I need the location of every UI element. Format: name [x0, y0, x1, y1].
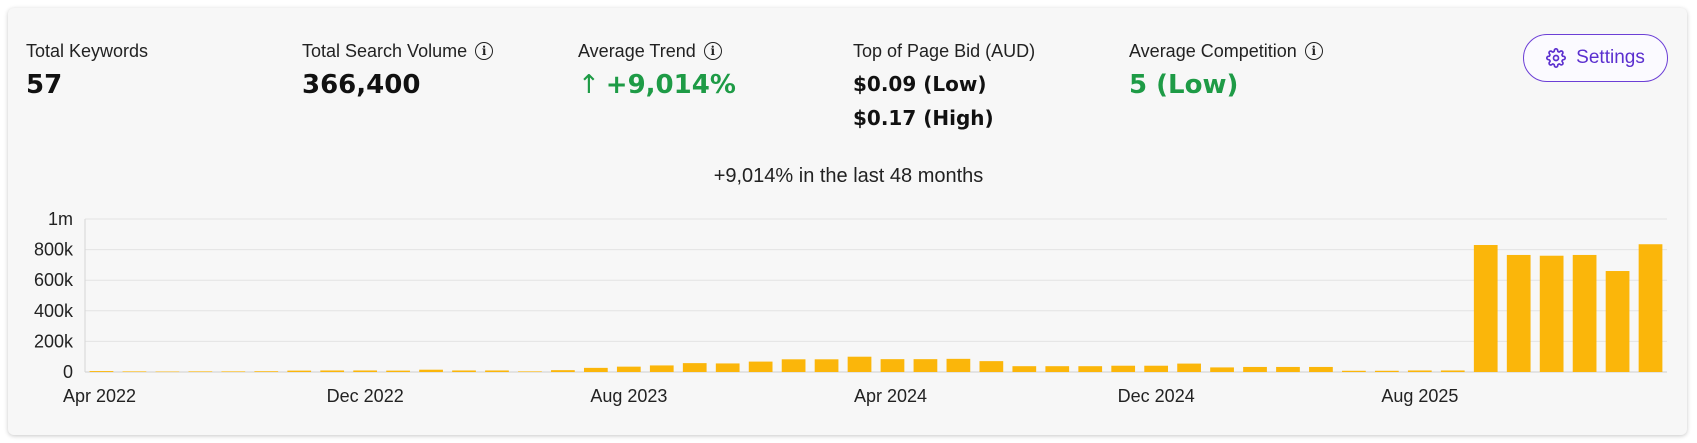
bar	[1111, 365, 1136, 372]
y-tick-label: 800k	[34, 240, 74, 260]
metric-top-of-page-bid: Top of Page Bid (AUD) $0.09 (Low) $0.17 …	[853, 40, 1035, 130]
bar	[748, 361, 773, 372]
bar	[551, 370, 575, 372]
y-tick-label: 0	[63, 362, 73, 382]
bar	[616, 366, 641, 372]
bar	[1473, 245, 1498, 372]
metric-label: Total Keywords	[26, 41, 149, 61]
bar	[1407, 370, 1432, 372]
bar	[1078, 366, 1103, 372]
bar	[1572, 254, 1597, 372]
y-tick-label: 400k	[34, 301, 74, 321]
x-tick-label: Aug 2023	[590, 386, 667, 406]
bar	[946, 358, 971, 372]
bar	[452, 370, 476, 372]
bar	[715, 363, 740, 372]
bar	[485, 370, 509, 372]
info-icon[interactable]: i	[475, 42, 494, 60]
settings-button[interactable]: Settings	[1523, 34, 1668, 82]
bar	[188, 371, 213, 372]
info-icon[interactable]: i	[703, 42, 722, 60]
y-tick-label: 1m	[48, 209, 73, 229]
bar	[1309, 366, 1333, 372]
bar	[583, 367, 608, 372]
bar	[386, 370, 410, 372]
bar	[1243, 366, 1267, 372]
bar	[221, 371, 246, 372]
bid-high-value: $0.17 (High)	[853, 106, 994, 130]
bar	[880, 359, 905, 372]
bar	[1440, 370, 1465, 372]
x-tick-label: Aug 2025	[1381, 386, 1458, 406]
bar	[287, 370, 312, 372]
y-tick-label: 200k	[34, 331, 74, 351]
bar	[1506, 254, 1531, 372]
bar	[1539, 255, 1564, 372]
bar	[649, 365, 674, 372]
metric-value: 366,400	[302, 70, 421, 100]
gear-icon	[1546, 48, 1567, 68]
bar	[913, 359, 938, 372]
bar	[781, 359, 806, 372]
metric-total-search-volume: Total Search Volume i 366,400	[302, 40, 494, 100]
metric-value: +9,014%	[605, 70, 736, 100]
bar	[155, 371, 180, 373]
bar	[682, 363, 707, 372]
bar	[1177, 363, 1201, 372]
bar	[122, 371, 147, 372]
metric-label: Average Trend	[578, 41, 696, 61]
x-tick-label: Dec 2024	[1118, 386, 1195, 406]
arrow-up-icon: ↑	[578, 70, 600, 100]
bar	[419, 369, 443, 372]
metric-average-trend: Average Trend i ↑ +9,014%	[578, 40, 736, 100]
info-icon[interactable]: i	[1304, 42, 1323, 60]
bar	[847, 356, 872, 372]
bar	[353, 370, 378, 372]
x-tick-label: Apr 2024	[854, 386, 927, 406]
bar	[320, 370, 345, 372]
bar	[1342, 370, 1366, 372]
bar	[1374, 370, 1399, 372]
bid-low-value: $0.09 (Low)	[853, 72, 987, 96]
y-tick-label: 600k	[34, 270, 74, 290]
bar	[518, 371, 542, 372]
bar	[1144, 365, 1169, 372]
bar	[1605, 271, 1630, 372]
bar	[1210, 367, 1234, 372]
bar	[814, 359, 839, 372]
metric-average-competition: Average Competition i 5 (Low)	[1129, 40, 1323, 100]
metric-value: 5 (Low)	[1129, 70, 1239, 100]
bar	[1045, 366, 1070, 372]
settings-label: Settings	[1576, 47, 1645, 68]
bar	[1638, 244, 1663, 372]
x-tick-label: Dec 2022	[327, 386, 404, 406]
bar	[254, 371, 279, 372]
metric-label: Total Search Volume	[302, 41, 468, 61]
keyword-summary-card	[8, 8, 1687, 435]
metric-value: 57	[26, 70, 63, 100]
metric-label: Top of Page Bid (AUD)	[853, 41, 1036, 61]
bar	[1012, 366, 1037, 372]
metric-total-keywords: Total Keywords 57	[26, 40, 148, 100]
bar	[979, 361, 1004, 372]
metric-label: Average Competition	[1129, 41, 1297, 61]
chart-title: +9,014% in the last 48 months	[713, 165, 984, 187]
bar	[89, 371, 114, 372]
x-tick-label: Apr 2022	[63, 386, 136, 406]
bar	[1276, 366, 1300, 372]
